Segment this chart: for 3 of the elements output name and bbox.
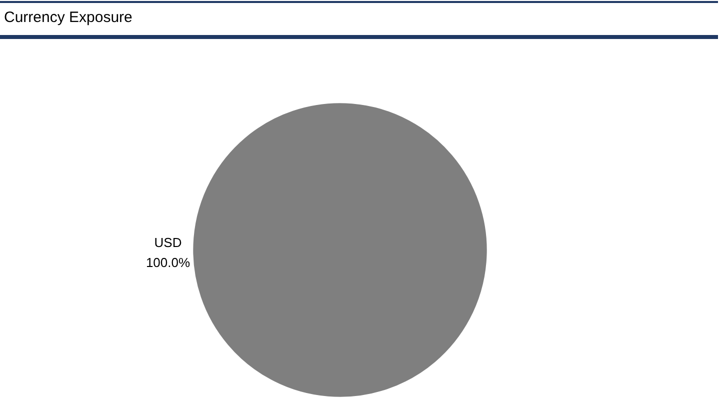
slice-label: USD xyxy=(154,235,182,250)
data-label: 100.0% xyxy=(146,255,190,270)
chart-title: Currency Exposure xyxy=(0,1,718,39)
